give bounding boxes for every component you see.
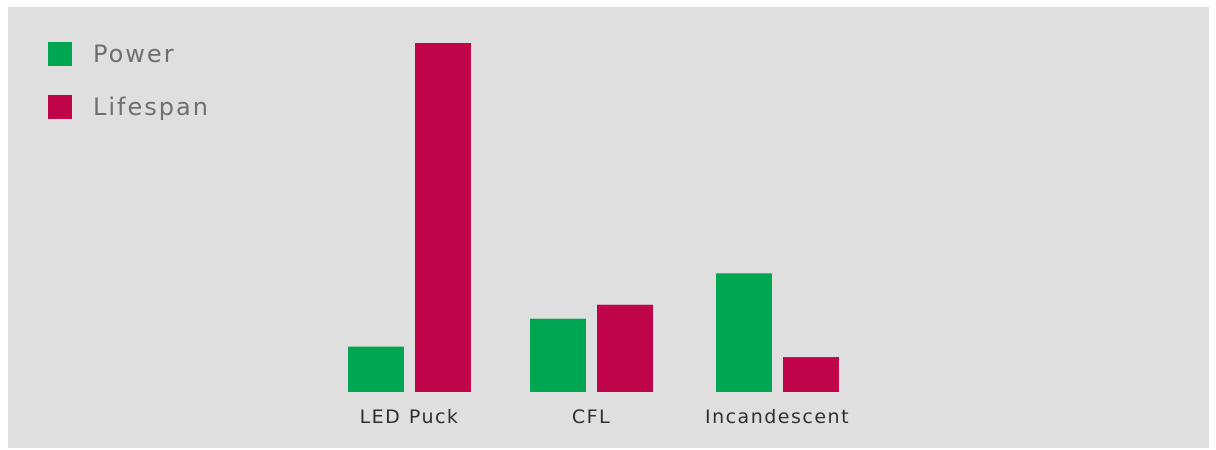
bar-lifespan-cfl — [597, 304, 653, 392]
legend-swatch-lifespan — [48, 95, 72, 119]
bar-power-incandescent — [716, 273, 772, 392]
category-label-cfl: CFL — [572, 406, 611, 428]
category-label-incandescent: Incandescent — [705, 406, 850, 428]
legend-label-lifespan: Lifespan — [93, 93, 210, 121]
legend: Power Lifespan — [48, 40, 210, 121]
legend-swatch-power — [48, 42, 72, 66]
bar-power-led-puck — [348, 346, 404, 392]
category-labels: LED Puck CFL Incandescent — [360, 406, 850, 428]
category-label-led-puck: LED Puck — [360, 406, 460, 428]
bar-lifespan-incandescent — [783, 357, 839, 392]
bars — [348, 43, 839, 392]
bar-lifespan-led-puck — [415, 43, 471, 392]
bar-power-cfl — [530, 318, 586, 392]
legend-label-power: Power — [93, 40, 176, 68]
